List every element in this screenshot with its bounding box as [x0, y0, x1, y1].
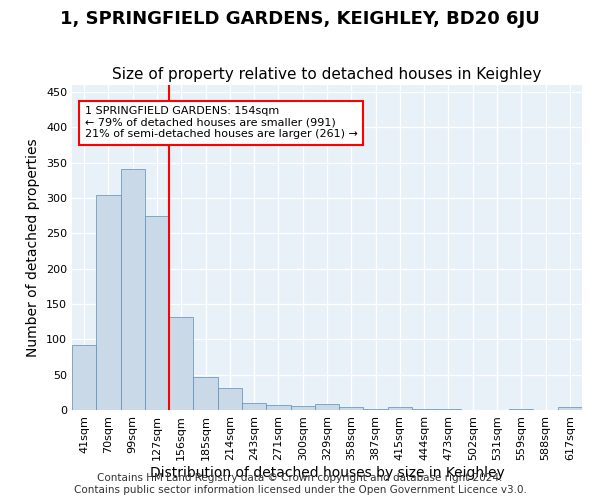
Y-axis label: Number of detached properties: Number of detached properties [26, 138, 40, 357]
Text: Contains HM Land Registry data © Crown copyright and database right 2024.
Contai: Contains HM Land Registry data © Crown c… [74, 474, 526, 495]
Bar [96, 194, 121, 410]
Bar [218, 388, 242, 410]
Text: 1, SPRINGFIELD GARDENS, KEIGHLEY, BD20 6JU: 1, SPRINGFIELD GARDENS, KEIGHLEY, BD20 6… [60, 10, 540, 28]
Bar [145, 216, 169, 410]
Bar [121, 169, 145, 410]
Bar [242, 403, 266, 410]
Bar [266, 405, 290, 410]
X-axis label: Distribution of detached houses by size in Keighley: Distribution of detached houses by size … [149, 466, 505, 479]
Bar [169, 318, 193, 410]
Bar [388, 407, 412, 410]
Bar [364, 408, 388, 410]
Bar [193, 377, 218, 410]
Bar [315, 404, 339, 410]
Bar [72, 345, 96, 410]
Title: Size of property relative to detached houses in Keighley: Size of property relative to detached ho… [112, 68, 542, 82]
Bar [290, 406, 315, 410]
Text: 1 SPRINGFIELD GARDENS: 154sqm
← 79% of detached houses are smaller (991)
21% of : 1 SPRINGFIELD GARDENS: 154sqm ← 79% of d… [85, 106, 358, 140]
Bar [339, 407, 364, 410]
Bar [558, 407, 582, 410]
